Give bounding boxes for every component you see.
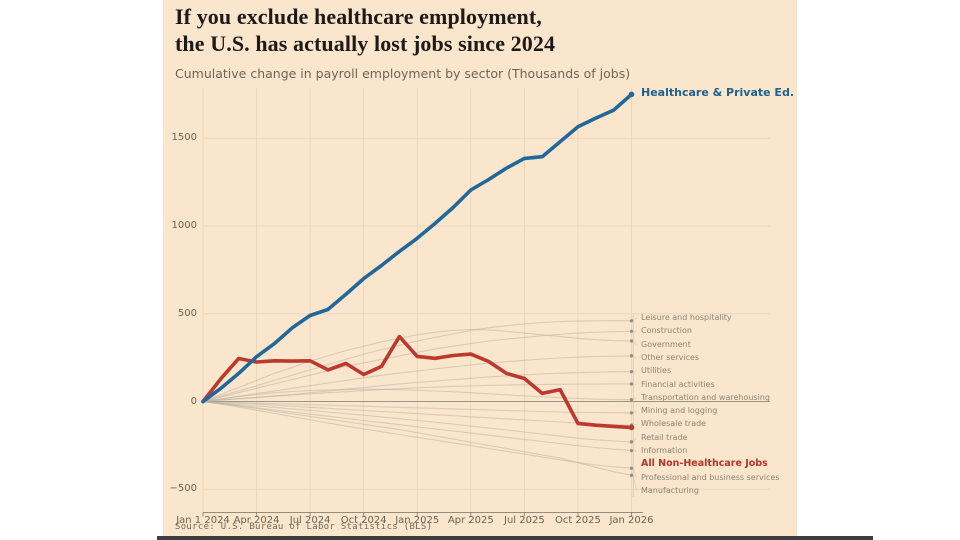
- sector-line: [202, 328, 633, 403]
- sector-label: Other services: [641, 352, 700, 362]
- sector-line: [202, 400, 633, 452]
- chart-title-line2: the U.S. has actually lost jobs since 20…: [175, 30, 556, 56]
- sector-end-dot: [629, 466, 634, 470]
- sector-label: Information: [641, 446, 688, 456]
- sector-label: Financial activities: [641, 379, 715, 389]
- sector-end-dot: [629, 319, 634, 323]
- sector-label: Construction: [641, 326, 692, 336]
- sector-line: [202, 400, 633, 476]
- chart-title-line1: If you exclude healthcare employment,: [175, 4, 542, 29]
- label-leader: [633, 383, 637, 385]
- label-leader: [632, 468, 637, 478]
- sector-end-dot: [629, 369, 634, 374]
- sector-end-dot: [629, 440, 634, 444]
- label-leader: [632, 340, 637, 345]
- non-healthcare-series-label: All Non-Healthcare Jobs: [641, 458, 768, 470]
- label-leader: [633, 410, 637, 414]
- label-leader: [633, 355, 637, 359]
- x-tick-label: Jan 2026: [609, 515, 654, 526]
- y-tick-label: 0: [190, 395, 197, 407]
- label-leader: [632, 317, 637, 322]
- sector-end-dot: [629, 339, 634, 343]
- y-tick-label: 1000: [171, 220, 197, 231]
- sector-label: Manufacturing: [641, 486, 699, 496]
- sector-line: [202, 400, 633, 414]
- sector-line: [202, 330, 633, 403]
- x-tick-label: Jan 2025: [395, 515, 440, 526]
- sector-label: Leisure and hospitality: [641, 313, 732, 322]
- non-healthcare-end-dot: [628, 424, 635, 431]
- label-leader: [632, 475, 637, 492]
- sector-label: Mining and logging: [641, 406, 718, 416]
- non-healthcare-line: [201, 334, 634, 430]
- x-tick-label: Apr 2024: [233, 515, 280, 526]
- sector-end-dot: [629, 382, 634, 386]
- chart-canvas: [201, 88, 770, 517]
- sector-line: [202, 383, 633, 403]
- window-bottom-edge: [157, 536, 873, 540]
- x-tick-label: Apr 2025: [447, 515, 494, 526]
- x-tick-label: Oct 2024: [340, 515, 387, 526]
- sector-label: Utilities: [641, 366, 672, 376]
- x-tick-label: Jan 1 2024: [176, 515, 230, 526]
- sector-end-dot: [629, 329, 634, 333]
- y-tick-label: 500: [177, 307, 197, 319]
- sector-label: Transportation and warehousing: [641, 392, 770, 402]
- sector-label: Retail trade: [641, 432, 688, 442]
- sector-end-dot: [629, 473, 634, 477]
- sector-line: [202, 388, 633, 403]
- sector-line: [202, 400, 633, 443]
- sector-line: [202, 400, 633, 469]
- sector-end-dot: [629, 354, 634, 358]
- y-tick-label: 1500: [171, 132, 197, 144]
- chart-figure: If you exclude healthcare employment, th…: [163, 0, 797, 536]
- chart-title: If you exclude healthcare employment, th…: [175, 4, 675, 58]
- sector-end-dot: [629, 448, 634, 453]
- sector-line: [202, 320, 633, 403]
- healthcare-line: [201, 92, 634, 404]
- source-note: Source: U.S. Bureau of Labor Statistics …: [175, 522, 433, 532]
- label-leader: [633, 424, 637, 426]
- sector-label: Government: [641, 339, 691, 349]
- sector-line: [202, 355, 633, 403]
- healthcare-series-label: Healthcare & Private Ed.: [641, 86, 794, 99]
- sector-end-dot: [629, 411, 634, 415]
- label-leader: [632, 437, 637, 443]
- label-leader: [633, 397, 637, 401]
- sector-label: Professional and business services: [641, 472, 780, 482]
- x-tick-label: Jul 2024: [289, 515, 331, 526]
- x-tick-label: Oct 2025: [554, 515, 601, 526]
- x-tick-label: Jul 2025: [504, 515, 545, 526]
- sector-label: Wholesale trade: [641, 419, 707, 429]
- sector-line: [202, 400, 633, 426]
- sector-end-dot: [629, 398, 634, 402]
- y-tick-label: −500: [169, 483, 197, 495]
- healthcare-end-dot: [628, 91, 635, 98]
- chart-subtitle: Cumulative change in payroll employment …: [175, 66, 631, 81]
